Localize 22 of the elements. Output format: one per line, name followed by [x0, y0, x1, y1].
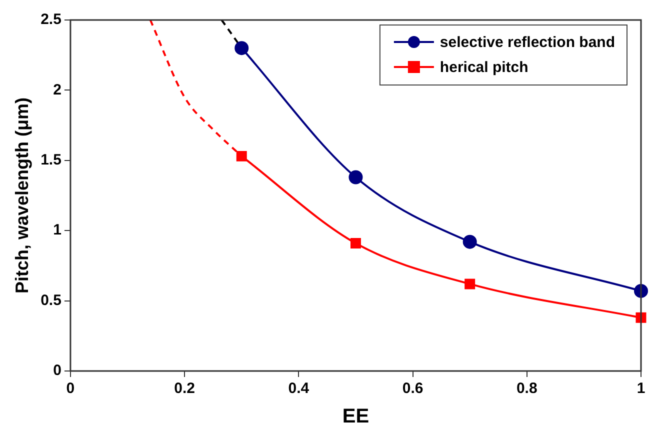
- x-tick-label: 0.8: [516, 380, 538, 398]
- y-axis-title: Pitch, wavelength (μm): [12, 97, 32, 294]
- x-tick-label: 0.4: [288, 380, 310, 398]
- y-tick-label: 2.5: [40, 11, 62, 28]
- y-tick-label: 0.5: [40, 292, 62, 309]
- x-tick-label: 1: [636, 380, 646, 398]
- y-tick-label: 1.5: [40, 152, 62, 169]
- x-tick-label: 0.6: [402, 380, 424, 398]
- point: [234, 41, 249, 56]
- y-tick-label: 2: [53, 81, 62, 98]
- legend-label: herical pitch: [440, 59, 528, 76]
- x-tick-label: 0.2: [174, 380, 195, 398]
- point: [462, 234, 477, 249]
- point: [348, 170, 363, 184]
- point: [236, 150, 247, 162]
- x-axis-title: EE: [342, 406, 370, 428]
- x-tick-label: 0: [66, 380, 75, 398]
- y-tick-label: 1: [53, 222, 62, 239]
- point: [350, 238, 361, 248]
- legend-label: selective reflection band: [440, 34, 616, 52]
- point: [464, 278, 476, 290]
- y-tick-label: 0: [53, 362, 62, 380]
